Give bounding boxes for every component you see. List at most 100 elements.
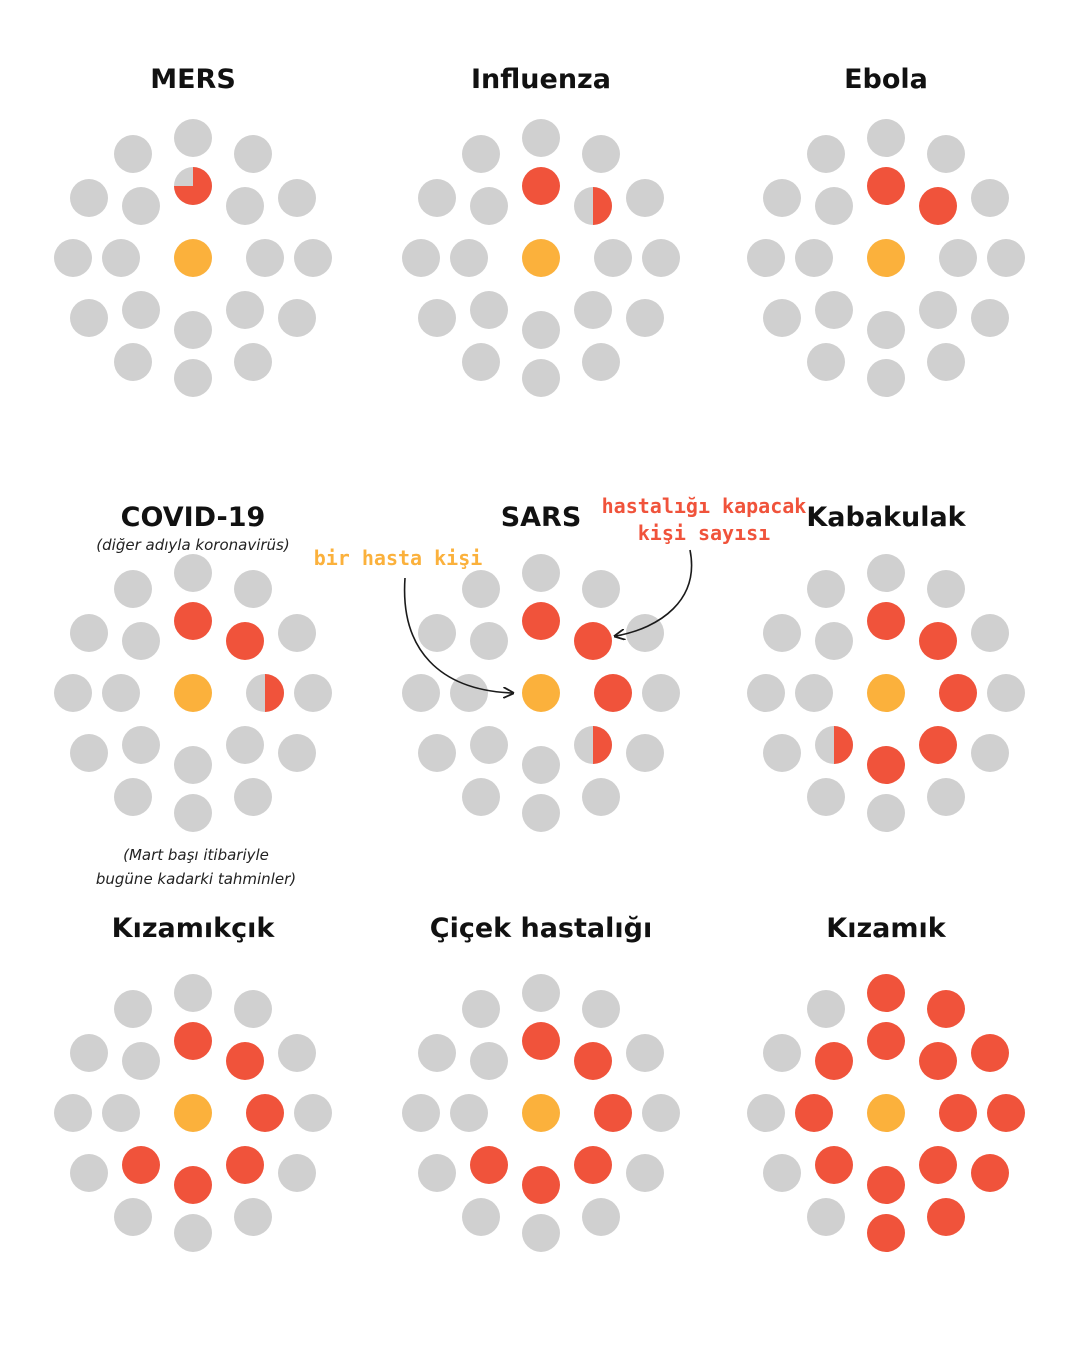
- healthy-person-dot: [574, 291, 612, 329]
- infected-person-dot: [987, 1094, 1025, 1132]
- healthy-person-dot: [102, 239, 140, 277]
- healthy-person-dot: [763, 734, 801, 772]
- healthy-person-dot: [174, 974, 212, 1012]
- healthy-person-dot: [987, 239, 1025, 277]
- healthy-person-dot: [807, 990, 845, 1028]
- healthy-person-dot: [114, 778, 152, 816]
- healthy-person-dot: [70, 734, 108, 772]
- healthy-person-dot: [70, 1154, 108, 1192]
- healthy-person-dot: [763, 614, 801, 652]
- healthy-person-dot: [114, 135, 152, 173]
- healthy-person-dot: [522, 554, 560, 592]
- healthy-person-dot: [70, 1034, 108, 1072]
- healthy-person-dot: [927, 343, 965, 381]
- healthy-person-dot: [174, 311, 212, 349]
- panel-title: MERS: [150, 64, 236, 95]
- healthy-person-dot: [470, 1042, 508, 1080]
- panel-title: Kızamıkçık: [112, 913, 276, 944]
- infected-person-dot: [815, 1146, 853, 1184]
- healthy-person-dot: [234, 570, 272, 608]
- sick-person-dot: [867, 239, 905, 277]
- healthy-person-dot: [278, 179, 316, 217]
- panel-title: COVID-19: [121, 502, 266, 533]
- healthy-person-dot: [402, 674, 440, 712]
- healthy-person-dot: [867, 119, 905, 157]
- partial-infected-dot: [246, 674, 284, 712]
- healthy-person-dot: [747, 674, 785, 712]
- infected-person-dot: [246, 1094, 284, 1132]
- healthy-person-dot: [987, 674, 1025, 712]
- healthy-person-dot: [174, 746, 212, 784]
- sick-person-dot: [174, 1094, 212, 1132]
- healthy-person-dot: [763, 1034, 801, 1072]
- healthy-person-dot: [522, 746, 560, 784]
- healthy-person-dot: [70, 614, 108, 652]
- infected-person-dot: [919, 1042, 957, 1080]
- infected-person-dot: [174, 602, 212, 640]
- healthy-person-dot: [278, 299, 316, 337]
- healthy-person-dot: [174, 1214, 212, 1252]
- infected-person-dot: [122, 1146, 160, 1184]
- healthy-person-dot: [234, 990, 272, 1028]
- healthy-person-dot: [234, 343, 272, 381]
- infected-person-dot: [594, 1094, 632, 1132]
- healthy-person-dot: [582, 343, 620, 381]
- healthy-person-dot: [278, 1154, 316, 1192]
- panel-title: Ebola: [844, 64, 928, 95]
- healthy-person-dot: [747, 1094, 785, 1132]
- infected-person-dot: [522, 602, 560, 640]
- panel-title: Kızamık: [826, 913, 947, 944]
- healthy-person-dot: [234, 1198, 272, 1236]
- panel-8: Çiçek hastalığı: [402, 913, 680, 1252]
- infected-person-dot: [939, 1094, 977, 1132]
- healthy-person-dot: [807, 778, 845, 816]
- healthy-person-dot: [626, 1034, 664, 1072]
- infected-person-dot: [919, 187, 957, 225]
- partial-infected-dot: [815, 726, 853, 764]
- panel-title: Çiçek hastalığı: [430, 913, 652, 944]
- healthy-person-dot: [226, 291, 264, 329]
- healthy-person-dot: [867, 794, 905, 832]
- infected-person-dot: [919, 622, 957, 660]
- healthy-person-dot: [807, 343, 845, 381]
- healthy-person-dot: [626, 299, 664, 337]
- healthy-person-dot: [522, 359, 560, 397]
- infected-person-dot: [927, 990, 965, 1028]
- healthy-person-dot: [642, 674, 680, 712]
- healthy-person-dot: [450, 239, 488, 277]
- healthy-person-dot: [54, 1094, 92, 1132]
- healthy-person-dot: [470, 622, 508, 660]
- panel-6: Kabakulak: [747, 502, 1025, 832]
- infected-person-dot: [867, 974, 905, 1012]
- panel-4: COVID-19 (diğer adıyla koronavirüs) (Mart …: [54, 502, 332, 888]
- panel-title: Kabakulak: [806, 502, 966, 533]
- healthy-person-dot: [122, 187, 160, 225]
- healthy-person-dot: [294, 1094, 332, 1132]
- healthy-person-dot: [582, 1198, 620, 1236]
- infected-person-dot: [867, 1166, 905, 1204]
- healthy-person-dot: [450, 1094, 488, 1132]
- healthy-person-dot: [815, 622, 853, 660]
- healthy-person-dot: [795, 239, 833, 277]
- healthy-person-dot: [919, 291, 957, 329]
- healthy-person-dot: [971, 299, 1009, 337]
- healthy-person-dot: [462, 990, 500, 1028]
- healthy-person-dot: [626, 1154, 664, 1192]
- arrow-to-infected-person: [616, 549, 693, 636]
- healthy-person-dot: [867, 311, 905, 349]
- healthy-person-dot: [815, 187, 853, 225]
- healthy-person-dot: [234, 778, 272, 816]
- healthy-person-dot: [795, 674, 833, 712]
- healthy-person-dot: [747, 239, 785, 277]
- healthy-person-dot: [522, 311, 560, 349]
- panel-note-line: bugüne kadarki tahminler): [96, 870, 296, 888]
- panel-2: Influenza: [402, 64, 680, 397]
- healthy-person-dot: [122, 622, 160, 660]
- infected-person-dot: [574, 622, 612, 660]
- annotations: bir hasta kişi hastalığı kapacak kişi sayı…: [314, 494, 806, 693]
- infected-person-dot: [867, 602, 905, 640]
- healthy-person-dot: [582, 990, 620, 1028]
- healthy-person-dot: [522, 974, 560, 1012]
- healthy-person-dot: [70, 179, 108, 217]
- infected-person-dot: [574, 1042, 612, 1080]
